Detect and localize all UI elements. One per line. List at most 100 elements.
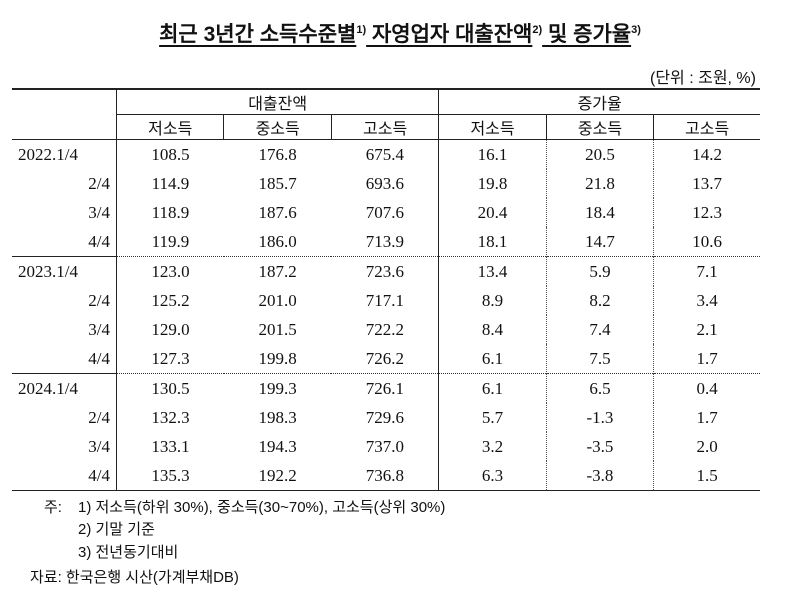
row: 2023.1/4 123.0 187.2 723.6 13.4 5.9 7.1 (12, 256, 760, 286)
cell: 14.7 (545, 227, 654, 257)
group-header: 증가율 (438, 88, 760, 115)
column-header: 중소득 (545, 114, 654, 140)
column-header: 중소득 (223, 114, 332, 140)
row: 4/4 135.3 192.2 736.8 6.3 -3.8 1.5 (12, 461, 760, 491)
row: 2/4 114.9 185.7 693.6 19.8 21.8 13.7 (12, 169, 760, 198)
cell: 129.0 (151, 319, 190, 339)
cell: 12.3 (653, 198, 760, 227)
cell: 713.9 (365, 231, 404, 251)
period: 2023.1/4 (12, 256, 117, 286)
cell: 13.7 (653, 169, 760, 198)
period: 2022.1/4 (12, 139, 117, 169)
column-header: 저소득 (115, 114, 224, 140)
note: 2) 기말 기준 (78, 521, 155, 538)
cell: 199.8 (258, 348, 297, 368)
cell: 10.6 (653, 227, 760, 257)
cell: 7.1 (653, 256, 760, 286)
cell: 13.4 (438, 256, 547, 286)
cell: -3.8 (545, 461, 654, 491)
loan-table: 대출잔액 증가율 저소득 중소득 고소득 저소득 중소득 고소득 2022.1/4 108.… (12, 88, 760, 491)
period: 2024.1/4 (12, 373, 117, 403)
row: 2/4 132.3 198.3 729.6 5.7 -1.3 1.7 (12, 403, 760, 432)
cell: -3.5 (545, 432, 654, 461)
unit: (단위 : 조원, %) (650, 70, 756, 87)
cell: 119.9 (151, 231, 190, 251)
cell: 7.4 (545, 315, 654, 344)
cell: 693.6 (365, 173, 404, 193)
cell: 737.0 (365, 436, 404, 456)
row: 3/4 129.0 201.5 722.2 8.4 7.4 2.1 (12, 315, 760, 344)
cell: 187.2 (223, 256, 332, 286)
cell: 20.5 (545, 139, 654, 169)
row: 2022.1/4 108.5 176.8 675.4 16.1 20.5 14.2 (12, 139, 760, 169)
cell: 108.5 (151, 144, 190, 164)
note: 3) 전년동기대비 (78, 544, 179, 561)
cell: 18.1 (438, 227, 547, 257)
cell: 722.2 (365, 319, 404, 339)
cell: 201.5 (258, 319, 297, 339)
cell: 194.3 (258, 436, 297, 456)
cell: 1.7 (653, 344, 760, 374)
cell: 187.6 (258, 202, 297, 222)
cell: 5.7 (438, 403, 547, 432)
cell: 8.2 (545, 286, 654, 315)
column-header: 고소득 (653, 114, 760, 140)
source: 자료: 한국은행 시산(가계부채DB) (30, 569, 239, 586)
cell: 8.4 (438, 315, 547, 344)
cell: 18.4 (545, 198, 654, 227)
cell: 3.4 (653, 286, 760, 315)
cell: 0.4 (653, 373, 760, 403)
group-header: 대출잔액 (116, 88, 439, 115)
title-text: 최근 3년간 소득수준별 (159, 23, 357, 46)
cell: 130.5 (116, 373, 224, 403)
title-text: 및 증가율 (542, 23, 632, 46)
cell: 198.3 (258, 407, 297, 427)
period: 3/4 (12, 315, 117, 344)
note: 1) 저소득(하위 30%), 중소득(30~70%), 고소득(상위 30%) (78, 499, 446, 516)
cell: 176.8 (258, 144, 297, 164)
cell: 132.3 (151, 407, 190, 427)
row: 3/4 118.9 187.6 707.6 20.4 18.4 12.3 (12, 198, 760, 227)
period: 4/4 (12, 461, 117, 491)
cell: 6.1 (438, 344, 547, 374)
period: 3/4 (12, 432, 117, 461)
cell: 192.2 (223, 461, 332, 491)
cell: 2.0 (653, 432, 760, 461)
cell: 6.1 (438, 373, 547, 403)
cell: 14.2 (653, 139, 760, 169)
cell: -1.3 (545, 403, 654, 432)
title-footnote-mark: 2) (532, 24, 543, 36)
cell: 185.7 (258, 173, 297, 193)
period: 4/4 (12, 344, 117, 374)
period: 2/4 (12, 286, 117, 315)
cell: 729.6 (365, 407, 404, 427)
cell: 723.6 (331, 256, 439, 286)
row: 4/4 119.9 186.0 713.9 18.1 14.7 10.6 (12, 227, 760, 257)
cell: 21.8 (545, 169, 654, 198)
cell: 114.9 (151, 173, 190, 193)
cell: 6.5 (545, 373, 654, 403)
cell: 675.4 (365, 144, 404, 164)
column-header: 고소득 (330, 114, 439, 140)
period: 4/4 (12, 227, 117, 257)
row: 3/4 133.1 194.3 737.0 3.2 -3.5 2.0 (12, 432, 760, 461)
cell: 1.5 (653, 461, 760, 491)
cell: 199.3 (223, 373, 332, 403)
title-footnote-mark: 3) (631, 24, 641, 36)
cell: 5.9 (545, 256, 654, 286)
cell: 125.2 (151, 290, 190, 310)
cell: 123.0 (116, 256, 224, 286)
row: 4/4 127.3 199.8 726.2 6.1 7.5 1.7 (12, 344, 760, 374)
title: 최근 3년간 소득수준별1) 자영업자 대출잔액2) 및 증가율3) (0, 18, 800, 48)
cell: 1.7 (653, 403, 760, 432)
cell: 707.6 (365, 202, 404, 222)
period: 2/4 (12, 403, 117, 432)
row: 2/4 125.2 201.0 717.1 8.9 8.2 3.4 (12, 286, 760, 315)
row: 2024.1/4 130.5 199.3 726.1 6.1 6.5 0.4 (12, 373, 760, 403)
cell: 3.2 (438, 432, 547, 461)
cell: 7.5 (545, 344, 654, 374)
corner (12, 88, 117, 140)
cell: 717.1 (365, 290, 404, 310)
title-footnote-mark: 1) (356, 24, 367, 36)
